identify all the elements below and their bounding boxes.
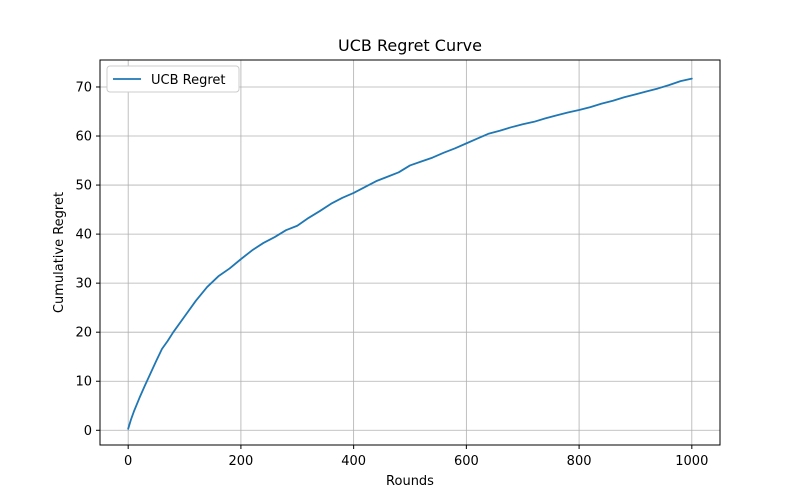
axis-ticks: 0 200 400 600 800 1000 0 10 20 30 40 50 60 70 xyxy=(75,80,708,469)
x-tick-label: 400 xyxy=(341,454,366,469)
series-layer xyxy=(127,77,693,430)
y-tick-label: 70 xyxy=(75,80,92,95)
x-tick-label: 600 xyxy=(454,454,479,469)
y-tick-label: 0 xyxy=(84,424,92,439)
x-axis-label: Rounds xyxy=(386,474,434,489)
y-tick-label: 50 xyxy=(75,179,92,194)
y-axis-label: Cumulative Regret xyxy=(52,192,67,313)
x-tick-label: 0 xyxy=(124,454,132,469)
y-tick-label: 20 xyxy=(75,326,92,341)
chart-title: UCB Regret Curve xyxy=(338,36,482,55)
y-tick-label: 30 xyxy=(75,277,92,292)
grid xyxy=(100,60,720,445)
legend: UCB Regret xyxy=(106,65,240,93)
y-tick-label: 60 xyxy=(75,130,92,145)
legend-box xyxy=(106,65,240,93)
series-line-ucb-regret xyxy=(127,77,693,430)
x-tick-label: 1000 xyxy=(675,454,708,469)
x-tick-label: 800 xyxy=(567,454,592,469)
y-tick-label: 10 xyxy=(75,375,92,390)
plot-frame xyxy=(99,59,721,446)
x-tick-label: 200 xyxy=(228,454,253,469)
y-tick-label: 40 xyxy=(75,228,92,243)
legend-label-ucb-regret: UCB Regret xyxy=(151,73,226,88)
